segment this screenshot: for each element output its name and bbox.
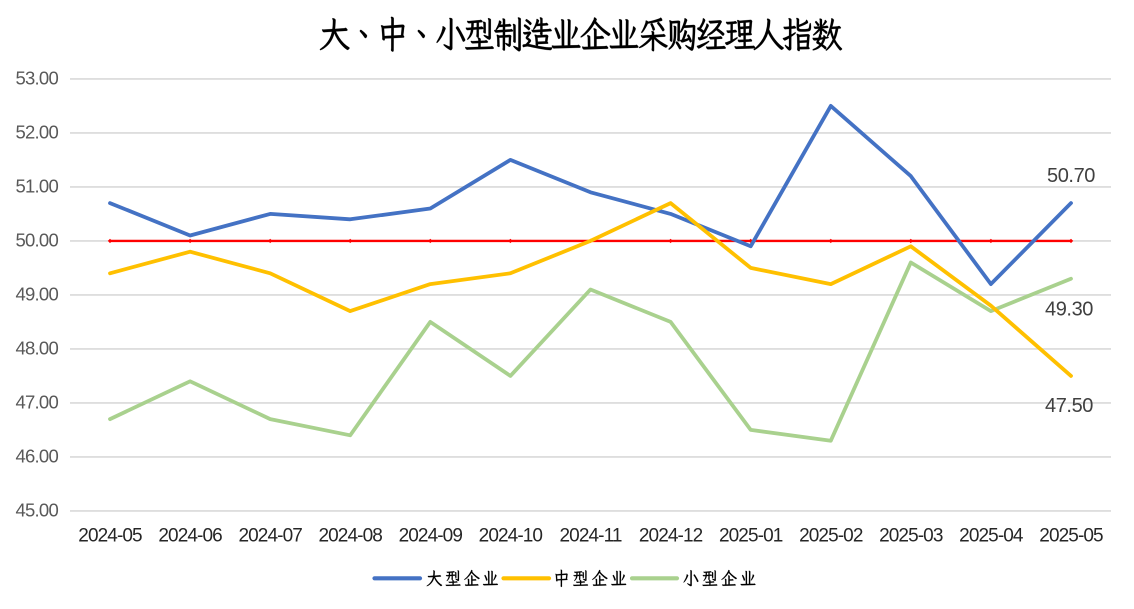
svg-text:48.00: 48.00 [15,337,58,358]
svg-text:2024-07: 2024-07 [238,525,302,546]
svg-text:2025-04: 2025-04 [959,525,1024,546]
svg-text:50.00: 50.00 [15,229,58,250]
svg-text:2024-09: 2024-09 [399,525,463,546]
svg-text:2025-05: 2025-05 [1039,525,1103,546]
svg-text:49.00: 49.00 [15,283,58,304]
svg-text:2024-11: 2024-11 [559,525,621,546]
svg-text:50.70: 50.70 [1047,165,1095,187]
svg-text:52.00: 52.00 [15,121,58,142]
svg-text:53.00: 53.00 [15,67,58,88]
svg-text:47.50: 47.50 [1045,395,1093,417]
svg-text:2025-01: 2025-01 [719,525,783,546]
svg-text:47.00: 47.00 [15,391,58,412]
svg-text:45.00: 45.00 [15,499,58,520]
svg-text:46.00: 46.00 [15,445,58,466]
svg-text:2024-05: 2024-05 [78,525,142,546]
svg-text:2024-10: 2024-10 [479,525,543,546]
svg-text:2024-08: 2024-08 [318,525,382,546]
svg-text:2024-12: 2024-12 [639,525,703,546]
svg-text:49.30: 49.30 [1045,299,1093,321]
svg-text:2024-06: 2024-06 [158,525,222,546]
svg-text:2025-03: 2025-03 [879,525,943,546]
svg-text:2025-02: 2025-02 [799,525,863,546]
svg-text:51.00: 51.00 [15,175,58,196]
